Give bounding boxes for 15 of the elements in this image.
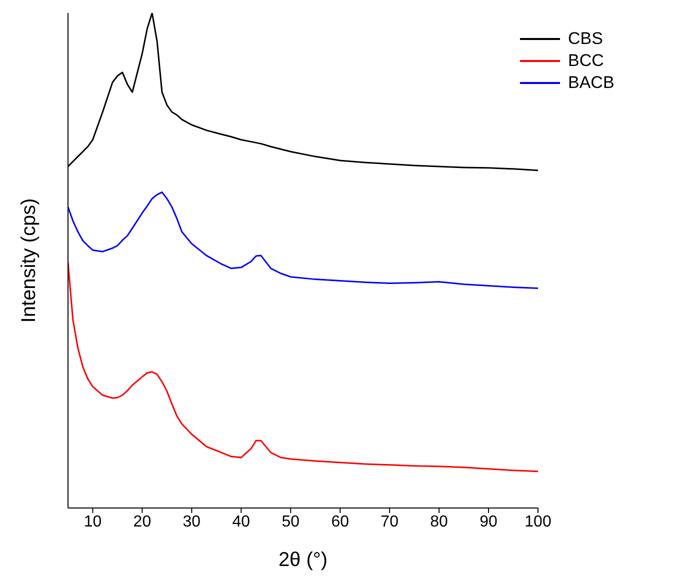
x-tick-label: 80 [430,513,448,530]
x-tick-label: 20 [133,513,152,530]
legend-label: BCC [568,51,604,71]
legend-label: BACB [568,73,614,93]
x-tick-label: 30 [182,513,201,530]
x-tick-label: 100 [524,513,552,530]
x-tick-label: 90 [480,513,498,530]
x-tick-label: 70 [380,513,399,530]
x-tick-label: 60 [331,513,350,530]
x-tick-label: 10 [84,513,102,530]
y-axis-title: Intensity (cps) [18,198,40,323]
x-axis-title: 2θ (°) [278,549,328,571]
legend-label: CBS [568,29,603,49]
x-tick-label: 50 [282,513,300,530]
x-tick-label: 40 [232,513,250,530]
